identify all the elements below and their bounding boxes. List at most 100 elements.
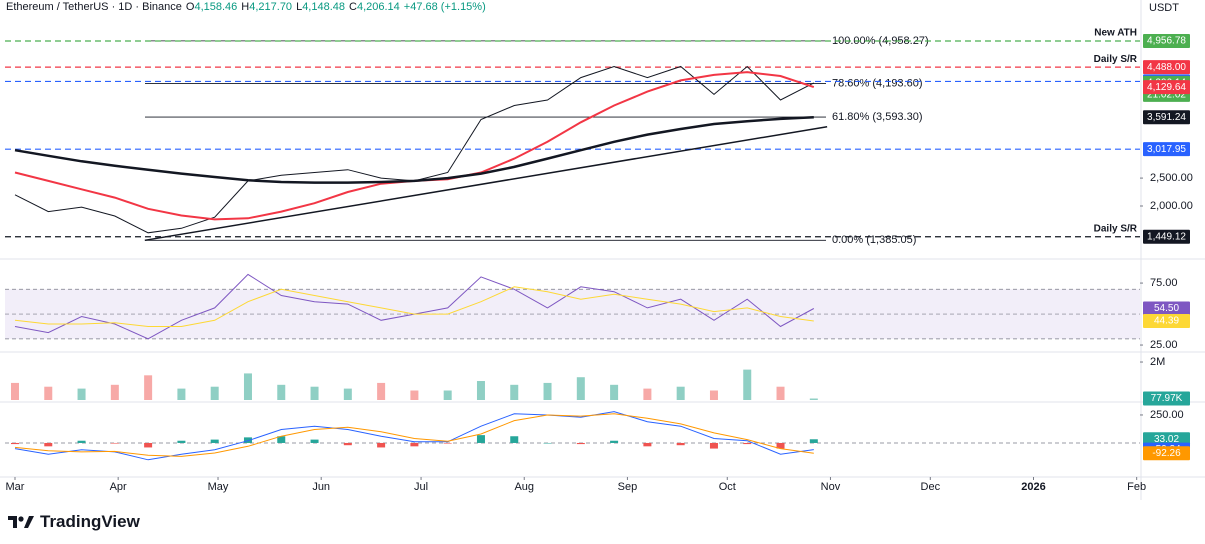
y-tick-label: 2M (1150, 356, 1165, 368)
y-tick-label: 25.00 (1150, 339, 1178, 351)
bar (343, 442, 352, 446)
price-tag (1143, 33, 1190, 48)
ohlc-item: L4,148.48 (296, 0, 345, 14)
bar (476, 435, 485, 443)
bar (243, 437, 252, 443)
price-tag (1143, 301, 1190, 316)
bar (44, 442, 53, 447)
bar (77, 388, 86, 400)
bar (177, 388, 186, 400)
x-tick-label: May (208, 481, 229, 493)
y-tick-label: 250.00 (1150, 409, 1184, 421)
level-note: Daily S/R (1094, 54, 1138, 65)
bar (709, 442, 718, 449)
bar (377, 442, 386, 448)
bar (410, 390, 419, 400)
fib-label: 78.60% (4,193.60) (832, 77, 923, 89)
price-tag-label: 3,017.95 (1147, 144, 1186, 155)
logo-icon (8, 516, 34, 528)
bar (676, 386, 685, 400)
level-note: Daily S/R (1094, 223, 1138, 234)
x-tick-label: Sep (618, 481, 638, 493)
x-tick-label: Aug (514, 481, 534, 493)
fib-label: 61.80% (3,593.30) (832, 111, 923, 123)
price-tag-label: 77.97K (1151, 393, 1183, 404)
price-tag-label: 4,488.00 (1147, 62, 1186, 73)
price-tag (1143, 60, 1190, 75)
ohlc-item: H4,217.70 (241, 0, 292, 14)
bar (144, 442, 153, 448)
bar (643, 388, 652, 400)
bar (443, 390, 452, 400)
ohlc-key: C (349, 1, 357, 13)
symbol-title: Ethereum / TetherUS · 1D · Binance (6, 1, 182, 13)
ohlc-value: 4,148.48 (302, 1, 346, 13)
bar (277, 384, 286, 400)
bar (610, 384, 619, 400)
price-tag (1143, 446, 1190, 461)
ohlc-item: O4,158.46 (186, 0, 237, 14)
trendline (144, 126, 828, 242)
series-line (14, 413, 814, 457)
x-tick-label: Feb (1127, 481, 1146, 493)
bar (576, 377, 585, 400)
x-tick-label: Mar (6, 481, 25, 493)
series-line (14, 115, 814, 184)
bar (210, 439, 219, 443)
ohlc-key: H (241, 1, 250, 13)
ohlc-value: 4,206.14 (356, 1, 400, 13)
x-tick-label: Oct (719, 481, 736, 493)
bar (277, 436, 286, 443)
ohlc-value: 4,158.46 (194, 1, 238, 13)
price-tag (1143, 391, 1190, 406)
price-tag (1143, 80, 1190, 95)
series-line (14, 286, 814, 327)
x-tick-label: Dec (921, 481, 941, 493)
bar (10, 442, 19, 445)
price-tag-label: -92.26 (1152, 448, 1181, 459)
price-tag-label: 4,956.78 (1147, 36, 1186, 47)
ohlc-value: 4,217.70 (249, 1, 293, 13)
bar (543, 382, 552, 400)
ohlc-key: O (185, 1, 195, 13)
price-tag-label: 44.39 (1154, 316, 1179, 327)
bar (776, 386, 785, 400)
currency: USDT (1149, 2, 1179, 14)
price-tag (1143, 314, 1190, 329)
x-tick-label: Apr (110, 481, 127, 493)
price-tag-label: 4,129.64 (1147, 82, 1186, 93)
footer: TradingView (8, 512, 140, 532)
bar (243, 373, 252, 400)
x-tick-label: Jun (312, 481, 330, 493)
bar (177, 440, 186, 443)
bar (443, 442, 452, 444)
bar (709, 390, 718, 400)
bar (576, 442, 585, 445)
bar (743, 369, 752, 400)
bar (210, 386, 219, 400)
x-tick-label: 2026 (1021, 481, 1045, 493)
x-tick-label: Nov (821, 481, 841, 493)
bar (377, 382, 386, 400)
bar (310, 386, 319, 400)
price-tag-label: 54.50 (1154, 303, 1179, 314)
bar (10, 382, 19, 400)
x-tick-label: Jul (414, 481, 428, 493)
level-note: New ATH (1094, 28, 1137, 39)
price-tag (1143, 229, 1190, 244)
bar (144, 375, 153, 400)
bar (110, 442, 119, 444)
change: +47.68 (+1.15%) (403, 1, 486, 13)
bar (510, 384, 519, 400)
price-tag-label: 3,591.24 (1147, 112, 1186, 123)
ohlc-key: L (296, 1, 303, 13)
countdown: 21:02:02 (1147, 90, 1186, 101)
bar (343, 388, 352, 400)
brand: TradingView (40, 512, 140, 531)
fib-label: 0.00% (1,385.05) (832, 234, 916, 246)
price-tag-label: 1,449.12 (1147, 231, 1186, 242)
y-tick-label: 2,000.00 (1150, 200, 1193, 212)
bar (809, 398, 818, 400)
